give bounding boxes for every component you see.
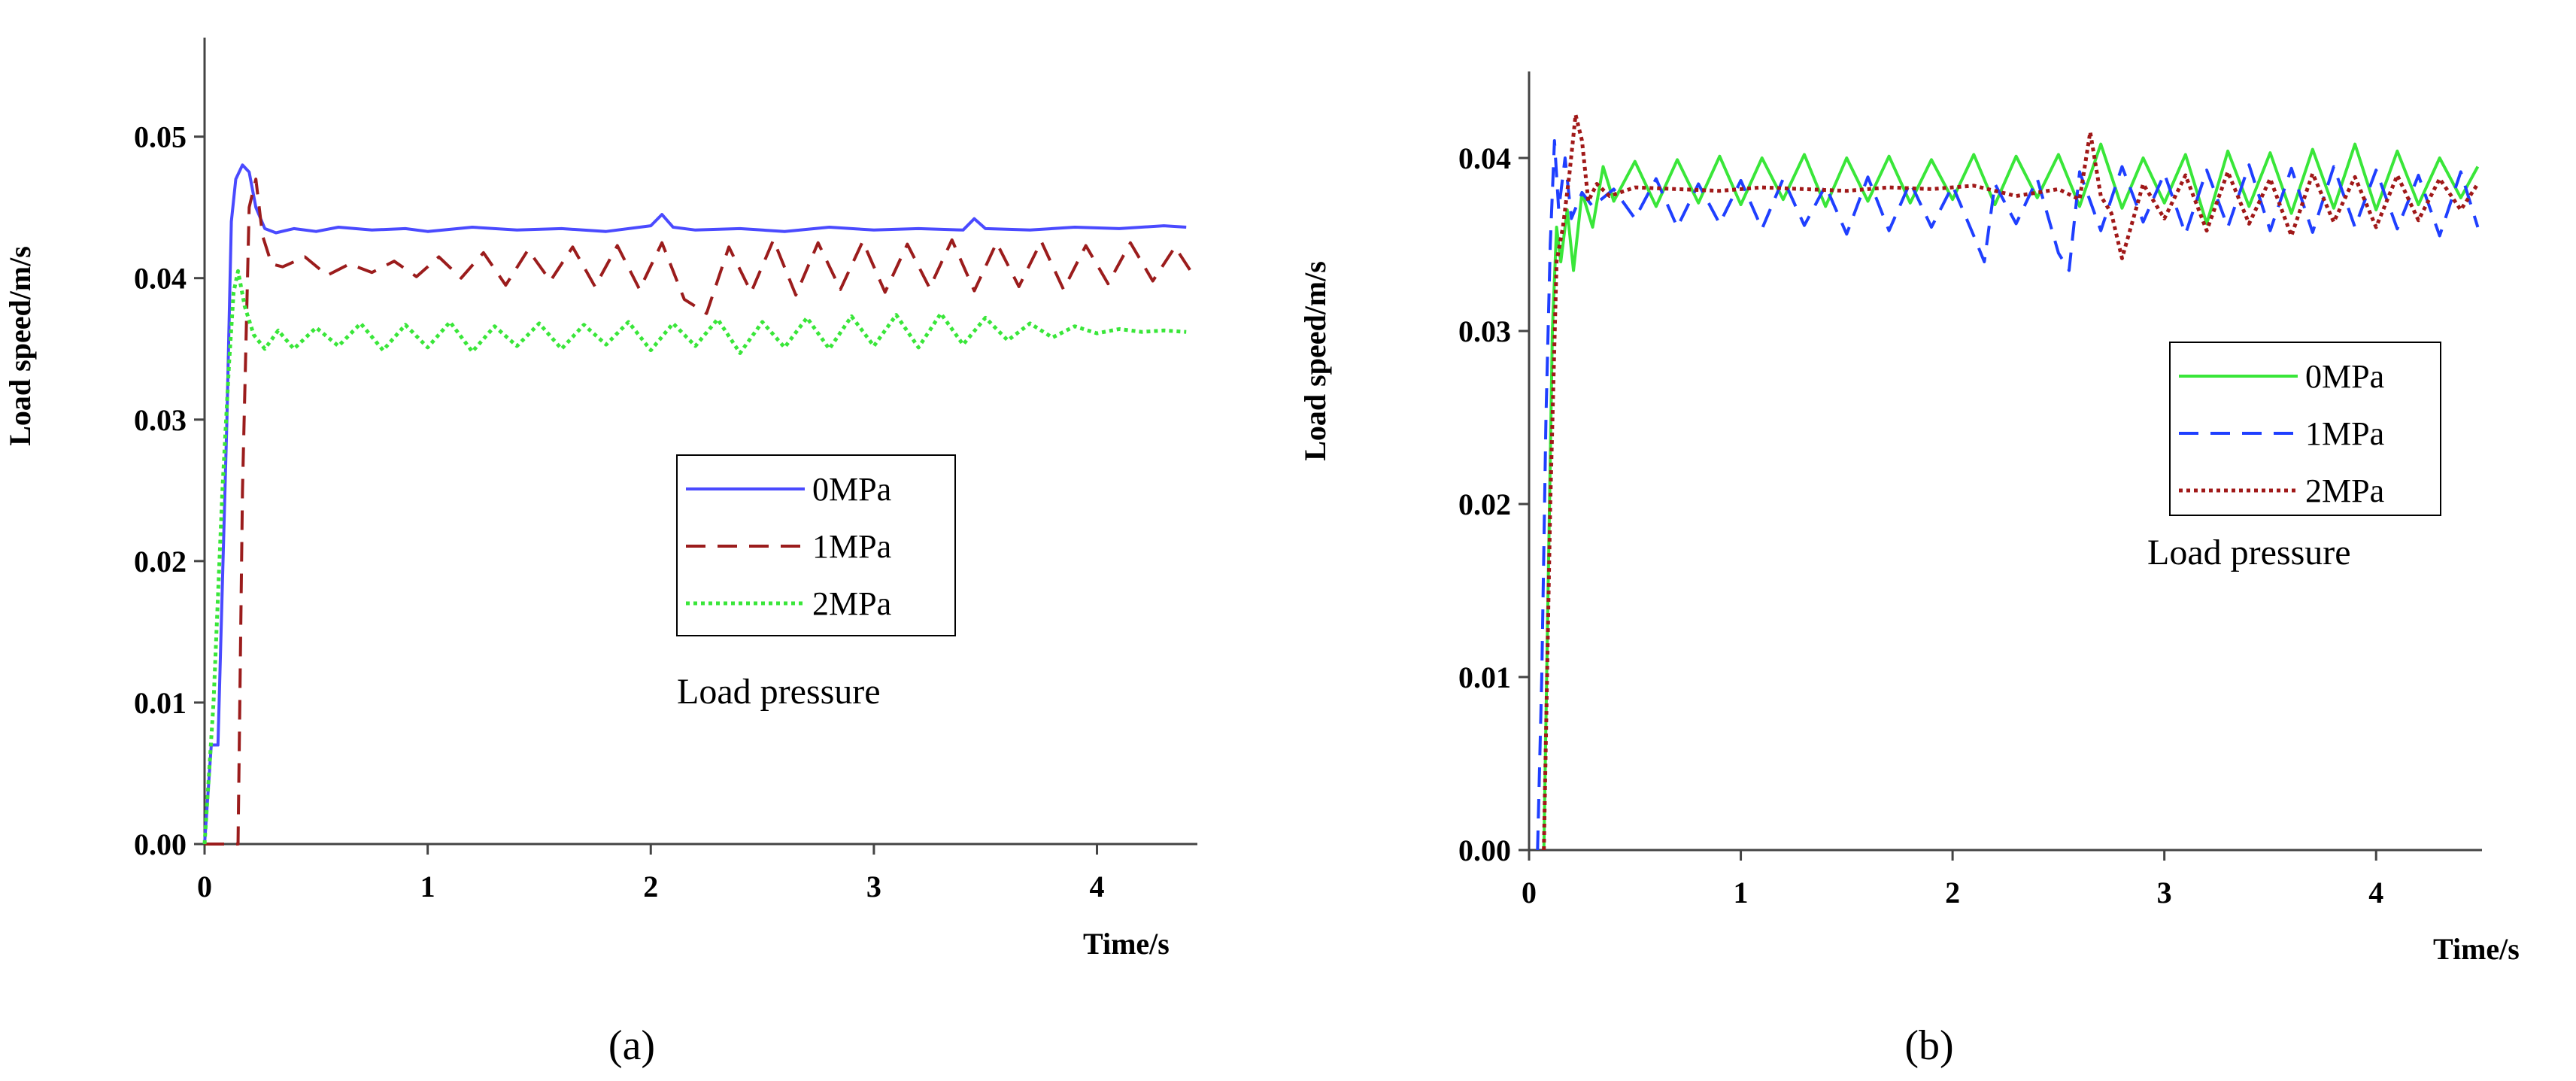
series-line-2mpa: [202, 269, 1187, 845]
x-tick-label: 2: [643, 870, 658, 903]
y-tick-label: 0.01: [1458, 660, 1511, 694]
legend-label-1mpa: 1MPa: [2305, 415, 2384, 452]
x-tick-label: 4: [2368, 876, 2383, 909]
y-tick-label: 0.03: [1458, 314, 1511, 348]
series-line-1mpa: [1536, 139, 2480, 851]
y-tick-label: 0.03: [134, 403, 187, 437]
series-line-0mpa: [203, 163, 1187, 845]
y-tick-label: 0.04: [134, 262, 187, 296]
y-tick-label: 0.02: [1458, 487, 1511, 521]
panel-label: (b): [1904, 1022, 1953, 1069]
x-tick-label: 0: [197, 870, 212, 903]
y-axis-label: Load speed/m/s: [3, 246, 37, 446]
y-tick-label: 0.04: [1458, 141, 1511, 175]
y-tick-label: 0.00: [134, 827, 187, 861]
y-axis-label: Load speed/m/s: [1298, 261, 1332, 461]
y-tick-label: 0.05: [134, 120, 187, 154]
x-tick-label: 0: [1522, 876, 1537, 909]
y-tick-label: 0.01: [134, 686, 187, 720]
panel-label: (a): [608, 1022, 655, 1069]
x-axis-label: Time/s: [1083, 927, 1170, 961]
legend: 0MPa 1MPa 2MPa: [2169, 342, 2441, 516]
x-tick-label: 3: [2157, 876, 2172, 909]
legend-title: Load pressure: [2147, 533, 2351, 572]
legend: 0MPa 1MPa 2MPa: [676, 454, 956, 636]
legend-label-0mpa: 0MPa: [812, 471, 891, 508]
legend-label-1mpa: 1MPa: [812, 528, 891, 565]
x-tick-label: 2: [1945, 876, 1960, 909]
legend-label-2mpa: 2MPa: [2305, 472, 2384, 509]
series-line-0mpa: [1542, 142, 2480, 851]
chart-panel-b: 0.00 0.01 0.02 0.03 0.04 0 1 2 3 4 Load speed/m/s T…: [1298, 71, 2520, 1069]
x-tick-label: 4: [1090, 870, 1105, 903]
legend-label-0mpa: 0MPa: [2305, 358, 2384, 395]
legend-label-2mpa: 2MPa: [812, 585, 891, 622]
chart-panel-a: 0.00 0.01 0.02 0.03 0.04 0.05 0 1 2 3 4 Load speed/…: [3, 38, 1197, 1069]
x-tick-label: 1: [1734, 876, 1749, 909]
legend-box: [2169, 342, 2441, 516]
legend-title: Load pressure: [677, 672, 881, 712]
y-tick-label: 0.00: [1458, 834, 1511, 867]
x-tick-label: 3: [866, 870, 881, 903]
x-axis-label: Time/s: [2433, 932, 2520, 966]
y-tick-label: 0.02: [134, 545, 187, 578]
series-line-1mpa: [205, 178, 1192, 846]
x-tick-label: 1: [420, 870, 435, 903]
